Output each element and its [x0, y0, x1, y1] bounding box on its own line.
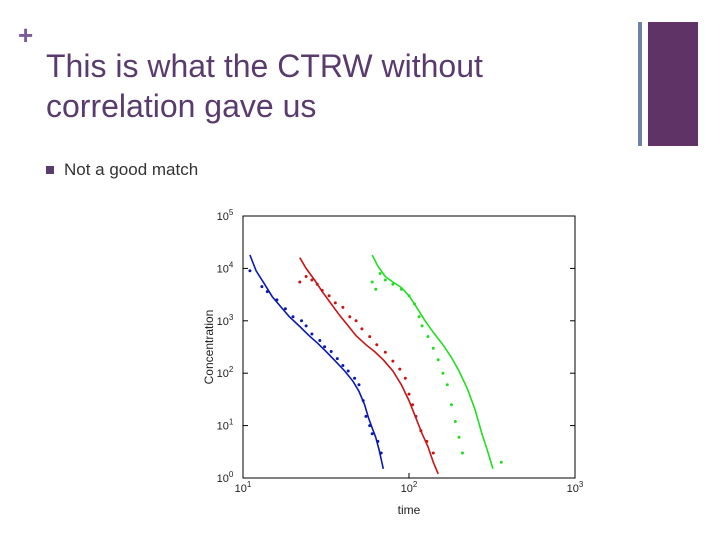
data-point [304, 324, 308, 328]
data-point [461, 451, 464, 455]
x-tick-label: 103 [567, 480, 584, 495]
data-point [391, 359, 395, 363]
series-line [249, 254, 385, 469]
data-point [374, 287, 378, 291]
data-point [360, 327, 364, 331]
data-point [323, 345, 327, 349]
slide-title: This is what the CTRW without correlatio… [46, 48, 483, 124]
bullet-square-icon [46, 166, 54, 174]
x-axis-label: time [398, 503, 421, 517]
data-point [391, 282, 395, 286]
plus-icon: + [18, 20, 34, 50]
data-point [403, 376, 407, 380]
data-point [304, 275, 308, 278]
data-point [379, 451, 383, 455]
data-point [260, 285, 264, 289]
data-point [291, 315, 295, 319]
y-axis-label: Concentration [202, 310, 216, 385]
series-line [371, 254, 494, 470]
data-point [420, 324, 424, 328]
data-point [364, 414, 368, 418]
data-point [333, 301, 337, 305]
data-point [341, 364, 345, 367]
data-series [248, 254, 503, 475]
data-point [457, 435, 461, 439]
data-point [407, 294, 411, 298]
data-point [499, 460, 503, 464]
data-point [431, 451, 435, 455]
bullet-text: Not a good match [64, 160, 199, 179]
data-point [370, 280, 374, 284]
data-point [320, 288, 324, 292]
data-point [335, 357, 339, 361]
data-point [315, 282, 319, 286]
data-point [348, 315, 352, 319]
data-point [453, 420, 457, 423]
plot-frame [242, 215, 576, 479]
x-tick-label: 102 [401, 480, 418, 495]
data-point [341, 305, 345, 309]
data-point [417, 315, 421, 319]
data-point [370, 432, 374, 436]
data-point [375, 343, 379, 347]
data-point [310, 278, 314, 282]
y-tick-label: 101 [217, 418, 234, 433]
data-point [383, 350, 387, 354]
data-point [383, 278, 387, 282]
data-point [449, 403, 453, 407]
data-point [329, 350, 333, 353]
data-point [265, 290, 269, 294]
data-point [426, 335, 430, 339]
data-point [441, 371, 445, 375]
data-point [425, 439, 429, 443]
data-point [248, 269, 252, 273]
data-point [419, 429, 423, 433]
bullet-item: Not a good match [46, 160, 198, 180]
data-point [357, 383, 361, 387]
data-point [354, 319, 358, 323]
data-point [298, 280, 302, 284]
y-tick-label: 104 [217, 260, 234, 275]
data-point [436, 358, 440, 362]
data-point [327, 294, 331, 298]
data-point [353, 376, 357, 380]
y-tick-label: 100 [217, 470, 234, 485]
y-tick-label: 103 [217, 313, 234, 328]
data-point [368, 424, 372, 428]
data-point [275, 298, 279, 302]
data-point [411, 403, 414, 407]
data-point [399, 287, 403, 291]
decorative-accent-block [648, 22, 698, 146]
data-point [318, 339, 322, 342]
series-line [299, 257, 439, 475]
y-tick-label: 102 [217, 365, 234, 380]
data-point [431, 346, 435, 350]
data-point [310, 332, 314, 336]
data-point [368, 335, 372, 339]
y-tick-label: 105 [217, 208, 234, 223]
data-point [407, 392, 411, 396]
x-tick-label: 101 [235, 480, 252, 495]
data-point [378, 272, 382, 275]
data-point [346, 369, 350, 373]
data-point [300, 319, 303, 323]
decorative-accent-line [638, 22, 642, 146]
data-point [376, 439, 380, 443]
data-point [398, 367, 402, 371]
data-point [414, 414, 418, 418]
data-point [361, 399, 365, 403]
data-point [445, 383, 449, 387]
data-point [283, 307, 287, 311]
data-point [413, 302, 416, 306]
